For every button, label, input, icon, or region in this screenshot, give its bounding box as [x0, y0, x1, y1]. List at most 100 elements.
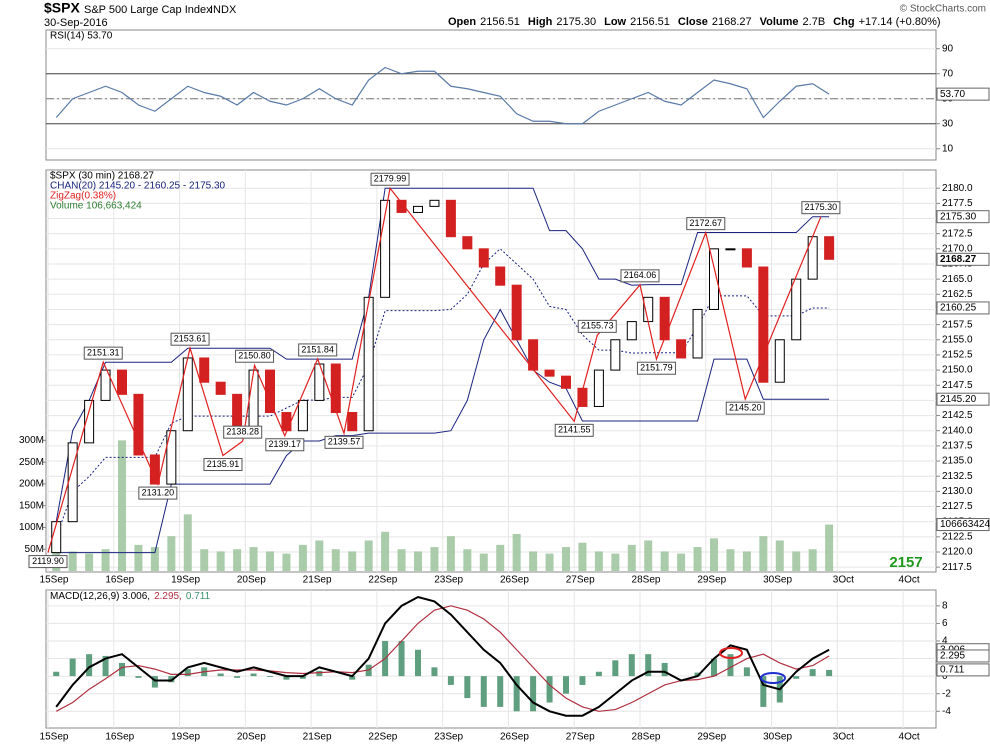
candle: [659, 296, 670, 341]
y-tick-label: 2162.5: [942, 289, 973, 300]
histogram-bar: [151, 676, 158, 688]
candle: [692, 308, 703, 359]
volume-bar: [726, 549, 735, 571]
candle: [593, 369, 604, 407]
y-tick-label: 2132.5: [942, 471, 973, 482]
x-tick-label: 16Sep: [105, 575, 134, 586]
x-tick-label: 3Oct: [833, 575, 854, 586]
histogram-bar: [283, 676, 290, 680]
x-tick-label: 30Sep: [763, 732, 792, 743]
y-tick-label: 90: [942, 43, 954, 54]
candle: [281, 412, 292, 432]
x-tick-label: 15Sep: [40, 575, 69, 586]
x-tick-label: 29Sep: [697, 732, 726, 743]
volume-bar: [677, 553, 686, 571]
volume-bar: [68, 551, 77, 571]
pivot-box: [636, 361, 676, 375]
histogram-bar: [316, 670, 323, 677]
histogram-bar: [645, 654, 652, 677]
value-box: [936, 87, 990, 101]
volume-bar: [381, 531, 390, 571]
stat-value: 2175.30: [556, 16, 596, 28]
candle: [380, 199, 391, 298]
volume-bar: [167, 536, 176, 571]
legend-part: 0.711: [186, 591, 211, 602]
y-tick-label: 2122.5: [942, 531, 973, 542]
volume-bar: [710, 538, 718, 571]
legend: $SPX (30 min) 2168.27: [50, 171, 154, 182]
channel-lower: [56, 308, 830, 554]
x-tick-label: 21Sep: [303, 575, 332, 586]
index-name: S&P 500 Large Cap Index: [84, 4, 212, 16]
y-tick-label: 2120.0: [942, 547, 973, 558]
panel: [45, 29, 937, 161]
y-tick-label: 30: [942, 118, 954, 129]
pivot-label: 2151.84: [301, 344, 334, 354]
pivot-box: [554, 423, 594, 437]
stat-value: 2156.51: [630, 16, 670, 28]
x-tick-label: 4Oct: [899, 575, 920, 586]
x-tick-label: 19Sep: [171, 575, 200, 586]
value-box-label: 2168.27: [940, 254, 977, 265]
pivot-label: 2150.80: [238, 351, 271, 361]
x-tick-label: 30Sep: [763, 575, 792, 586]
stat-label: Chg: [833, 16, 854, 28]
y-tick-label: 2147.5: [942, 380, 973, 391]
stat-value: 2168.27: [712, 16, 752, 28]
histogram-bar: [102, 655, 109, 677]
volume-bar: [134, 544, 143, 571]
pivot-label: 2139.17: [269, 439, 302, 449]
value-box: [936, 518, 990, 532]
histogram-bar: [464, 676, 471, 699]
histogram-bar: [826, 669, 833, 677]
stat-label: High: [528, 16, 553, 28]
pivot-label: 2175.30: [805, 202, 838, 212]
volume-bar: [660, 551, 669, 571]
candle: [577, 387, 588, 407]
y-tick-label: 6: [942, 618, 948, 629]
candle: [347, 412, 358, 432]
stat-label: Open: [448, 16, 476, 28]
y-tick-label: -2: [942, 688, 951, 699]
candle: [314, 363, 325, 401]
pivot-box: [138, 486, 178, 500]
histogram-bar: [661, 662, 668, 677]
y-tick-label: 2150.0: [942, 365, 973, 376]
value-box-label: 0.711: [940, 665, 965, 676]
histogram-bar: [349, 676, 356, 680]
histogram-bar: [546, 676, 553, 703]
candle: [445, 199, 456, 238]
volume-bar: [594, 551, 603, 571]
candle: [363, 296, 374, 432]
x-tick-label: 26Sep: [500, 732, 529, 743]
histogram-bar: [579, 676, 586, 685]
volume-bar: [183, 514, 192, 571]
x-tick-label: 21Sep: [303, 732, 332, 743]
histogram-bar: [743, 667, 750, 677]
volume-tick-label: 100M: [19, 522, 44, 533]
histogram-bar: [234, 676, 241, 678]
value-box: [936, 210, 990, 224]
pivot-label: 2131.20: [142, 487, 175, 497]
x-tick-label: 28Sep: [632, 732, 661, 743]
y-tick-label: 2140.0: [942, 425, 973, 436]
y-tick-label: 2135.0: [942, 456, 973, 467]
pivot-label: 2155.73: [581, 321, 614, 331]
histogram-bar: [530, 676, 537, 712]
value-box: [936, 663, 990, 677]
candle: [100, 369, 111, 401]
candle: [676, 339, 687, 359]
volume-bar: [742, 551, 751, 571]
x-tick-label: 27Sep: [566, 575, 595, 586]
candle: [791, 278, 802, 341]
volume-bar: [348, 551, 357, 571]
pivot-label: 2151.79: [640, 363, 673, 373]
x-tick-label: 29Sep: [697, 575, 726, 586]
histogram-bar: [184, 669, 191, 677]
pivot-label: 2164.06: [624, 270, 657, 280]
legend: CHAN(20) 2145.20 - 2160.25 - 2175.30: [50, 181, 226, 192]
symbol: $SPX: [44, 0, 80, 16]
histogram-bar: [447, 676, 454, 685]
pivot-label: 2151.31: [87, 348, 120, 358]
volume-bar: [364, 540, 373, 571]
